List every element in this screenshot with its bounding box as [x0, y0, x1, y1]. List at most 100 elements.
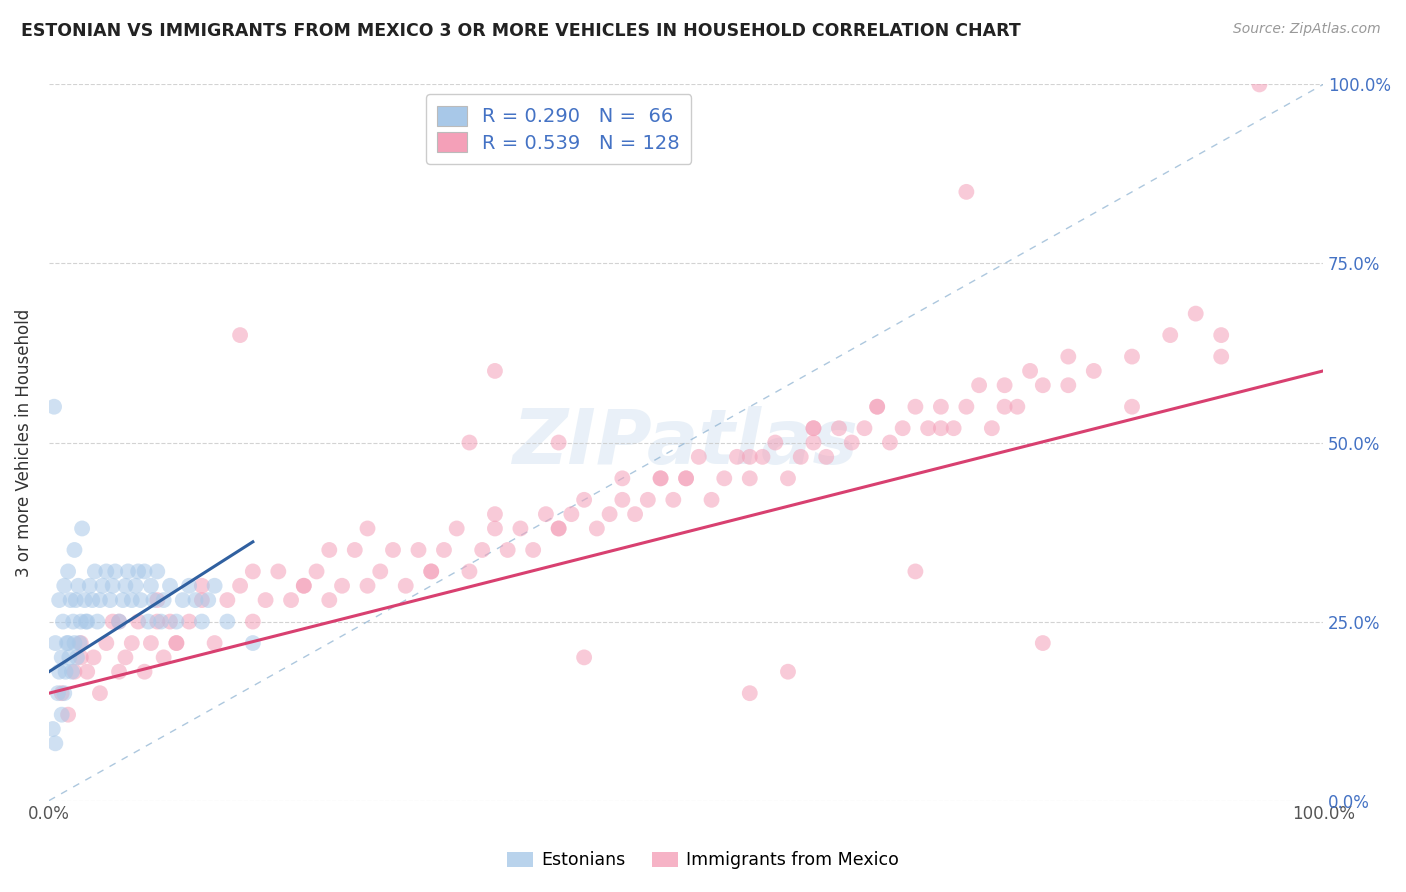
- Point: [509, 521, 531, 535]
- Point: [967, 378, 990, 392]
- Point: [159, 579, 181, 593]
- Point: [108, 665, 131, 679]
- Point: [56, 707, 79, 722]
- Point: [675, 471, 697, 485]
- Point: [101, 579, 124, 593]
- Point: [96, 636, 118, 650]
- Point: [165, 615, 187, 629]
- Point: [48, 593, 70, 607]
- Point: [1184, 307, 1206, 321]
- Point: [179, 615, 201, 629]
- Point: [197, 593, 219, 607]
- Point: [89, 686, 111, 700]
- Point: [1249, 78, 1271, 92]
- Point: [69, 636, 91, 650]
- Point: [650, 471, 672, 485]
- Point: [738, 450, 761, 464]
- Point: [59, 593, 82, 607]
- Point: [82, 593, 104, 607]
- Point: [229, 328, 252, 343]
- Point: [56, 636, 79, 650]
- Point: [76, 615, 98, 629]
- Point: [62, 615, 84, 629]
- Point: [904, 565, 927, 579]
- Point: [138, 615, 160, 629]
- Point: [1211, 350, 1233, 364]
- Point: [159, 615, 181, 629]
- Point: [165, 636, 187, 650]
- Point: [69, 615, 91, 629]
- Point: [67, 579, 90, 593]
- Point: [42, 722, 65, 736]
- Point: [738, 471, 761, 485]
- Point: [58, 650, 80, 665]
- Point: [134, 565, 156, 579]
- Point: [815, 450, 838, 464]
- Point: [599, 507, 621, 521]
- Point: [127, 565, 149, 579]
- Point: [929, 421, 952, 435]
- Point: [713, 471, 735, 485]
- Point: [955, 185, 977, 199]
- Point: [66, 650, 89, 665]
- Point: [91, 579, 114, 593]
- Point: [254, 593, 277, 607]
- Point: [165, 636, 187, 650]
- Point: [738, 686, 761, 700]
- Point: [121, 636, 143, 650]
- Point: [1121, 350, 1143, 364]
- Point: [51, 686, 73, 700]
- Point: [560, 507, 582, 521]
- Point: [458, 565, 481, 579]
- Point: [612, 471, 634, 485]
- Point: [121, 593, 143, 607]
- Point: [841, 435, 863, 450]
- Point: [1019, 364, 1042, 378]
- Point: [624, 507, 647, 521]
- Point: [179, 579, 201, 593]
- Point: [1121, 400, 1143, 414]
- Point: [700, 492, 723, 507]
- Point: [471, 543, 494, 558]
- Point: [124, 579, 146, 593]
- Point: [69, 650, 91, 665]
- Point: [204, 636, 226, 650]
- Point: [191, 593, 214, 607]
- Point: [217, 593, 239, 607]
- Point: [790, 450, 813, 464]
- Point: [803, 435, 825, 450]
- Point: [572, 650, 595, 665]
- Point: [63, 543, 86, 558]
- Point: [637, 492, 659, 507]
- Point: [866, 400, 889, 414]
- Point: [108, 615, 131, 629]
- Point: [382, 543, 405, 558]
- Point: [104, 565, 127, 579]
- Point: [79, 579, 101, 593]
- Point: [484, 521, 506, 535]
- Point: [129, 593, 152, 607]
- Point: [86, 615, 108, 629]
- Point: [994, 400, 1017, 414]
- Point: [994, 378, 1017, 392]
- Point: [395, 579, 418, 593]
- Point: [408, 543, 430, 558]
- Point: [152, 650, 174, 665]
- Point: [111, 593, 134, 607]
- Point: [191, 579, 214, 593]
- Point: [114, 650, 136, 665]
- Point: [1032, 378, 1054, 392]
- Point: [534, 507, 557, 521]
- Point: [172, 593, 194, 607]
- Point: [688, 450, 710, 464]
- Point: [879, 435, 901, 450]
- Point: [433, 543, 456, 558]
- Point: [725, 450, 748, 464]
- Point: [356, 521, 378, 535]
- Point: [866, 400, 889, 414]
- Point: [496, 543, 519, 558]
- Point: [139, 579, 162, 593]
- Point: [917, 421, 939, 435]
- Point: [229, 579, 252, 593]
- Point: [942, 421, 965, 435]
